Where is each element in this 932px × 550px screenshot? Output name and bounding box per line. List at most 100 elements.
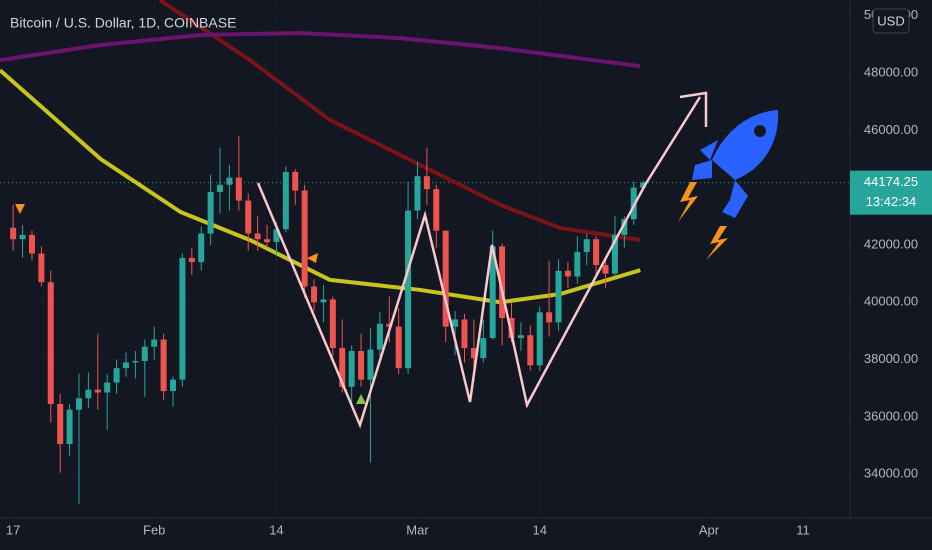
candle-body [583, 239, 590, 253]
y-tick-label: 48000.00 [864, 64, 918, 79]
chart-title: Bitcoin / U.S. Dollar, 1D, COINBASE [10, 15, 236, 31]
x-tick-label: 14 [269, 522, 283, 537]
candle-body [574, 252, 581, 277]
last-price-tag [850, 170, 932, 215]
candle-body [198, 233, 205, 263]
candle-body [273, 229, 280, 243]
candle-body [442, 230, 449, 327]
candle-body [461, 319, 468, 349]
candle-body [264, 239, 271, 243]
marker [15, 204, 25, 214]
candle-body [640, 182, 647, 188]
y-tick-label: 42000.00 [864, 236, 918, 251]
candle-body [480, 338, 487, 359]
candle-body [423, 176, 430, 190]
candle-body [602, 265, 609, 274]
y-tick-label: 46000.00 [864, 122, 918, 137]
candle-body [66, 409, 73, 445]
candle-body [311, 286, 318, 303]
candle-body [10, 227, 17, 240]
candle-body [94, 389, 101, 393]
candle-body [207, 191, 214, 234]
candle-body [386, 323, 393, 327]
candle-body [527, 335, 534, 366]
x-tick-label: 14 [532, 522, 546, 537]
candle-body [75, 398, 82, 410]
x-tick-label: Apr [699, 522, 720, 537]
moving-averages [0, 0, 641, 305]
candle-body [254, 233, 261, 240]
marker [356, 394, 366, 404]
y-tick-label: 34000.00 [864, 466, 918, 481]
candles [10, 136, 647, 505]
candle-body [452, 319, 459, 327]
candle-body [348, 350, 355, 387]
candle-body [555, 270, 562, 323]
price-axis [850, 0, 932, 550]
candle-body [376, 323, 383, 350]
candle-body [489, 246, 496, 339]
candle-body [47, 282, 54, 404]
candle-body [358, 350, 365, 380]
candle-body [621, 219, 628, 235]
candle-body [19, 234, 26, 240]
candle-body [38, 253, 45, 283]
x-tick-label: 11 [796, 522, 810, 537]
candle-body [611, 234, 618, 274]
candle-body [339, 348, 346, 387]
drawings [15, 91, 779, 429]
candle-body [508, 318, 515, 339]
candle-body [546, 312, 553, 323]
candle-body [57, 403, 64, 445]
candle-body [564, 270, 571, 277]
marker [307, 253, 318, 263]
candle-body [395, 326, 402, 369]
arrow-head [679, 91, 708, 127]
candle-body [151, 339, 158, 347]
candle-body [329, 299, 336, 349]
moving-average [0, 68, 641, 305]
candle-body [433, 189, 440, 231]
y-tick-label: 36000.00 [864, 408, 918, 423]
candle-body [170, 379, 177, 392]
candle-body [245, 200, 252, 234]
candle-body [405, 210, 412, 369]
candle-body [470, 348, 477, 359]
countdown-label: 13:42:34 [866, 194, 917, 209]
lightning-icon [678, 182, 698, 222]
currency-label: USD [877, 13, 904, 28]
y-tick-label: 38000.00 [864, 351, 918, 366]
candle-body [28, 234, 35, 254]
candle-body [536, 312, 543, 366]
candle-body [122, 362, 129, 369]
moving-average [158, 0, 641, 243]
candle-body [141, 346, 148, 361]
candle-body [179, 257, 186, 380]
candle-body [104, 382, 111, 393]
candle-body [517, 335, 524, 339]
moving-average [0, 30, 641, 69]
candle-body [235, 177, 242, 201]
candle-body [160, 339, 167, 392]
x-tick-label: 17 [6, 522, 20, 537]
candle-body [113, 368, 120, 383]
candle-body [85, 389, 92, 399]
candle-body [226, 177, 233, 185]
currency-badge[interactable] [872, 8, 910, 34]
candle-body [292, 171, 299, 191]
pattern-line [256, 96, 702, 429]
candle-body [593, 239, 600, 266]
candle-body [132, 360, 139, 363]
x-tick-label: Feb [143, 522, 165, 537]
candle-body [301, 190, 308, 287]
rocket-icon [692, 110, 779, 218]
candle-body [282, 171, 289, 230]
x-tick-label: Mar [406, 522, 429, 537]
candle-body [217, 184, 224, 192]
candle-body [320, 299, 327, 303]
last-price-label: 44174.25 [864, 174, 918, 189]
y-tick-label: 40000.00 [864, 294, 918, 309]
candle-body [414, 176, 421, 211]
